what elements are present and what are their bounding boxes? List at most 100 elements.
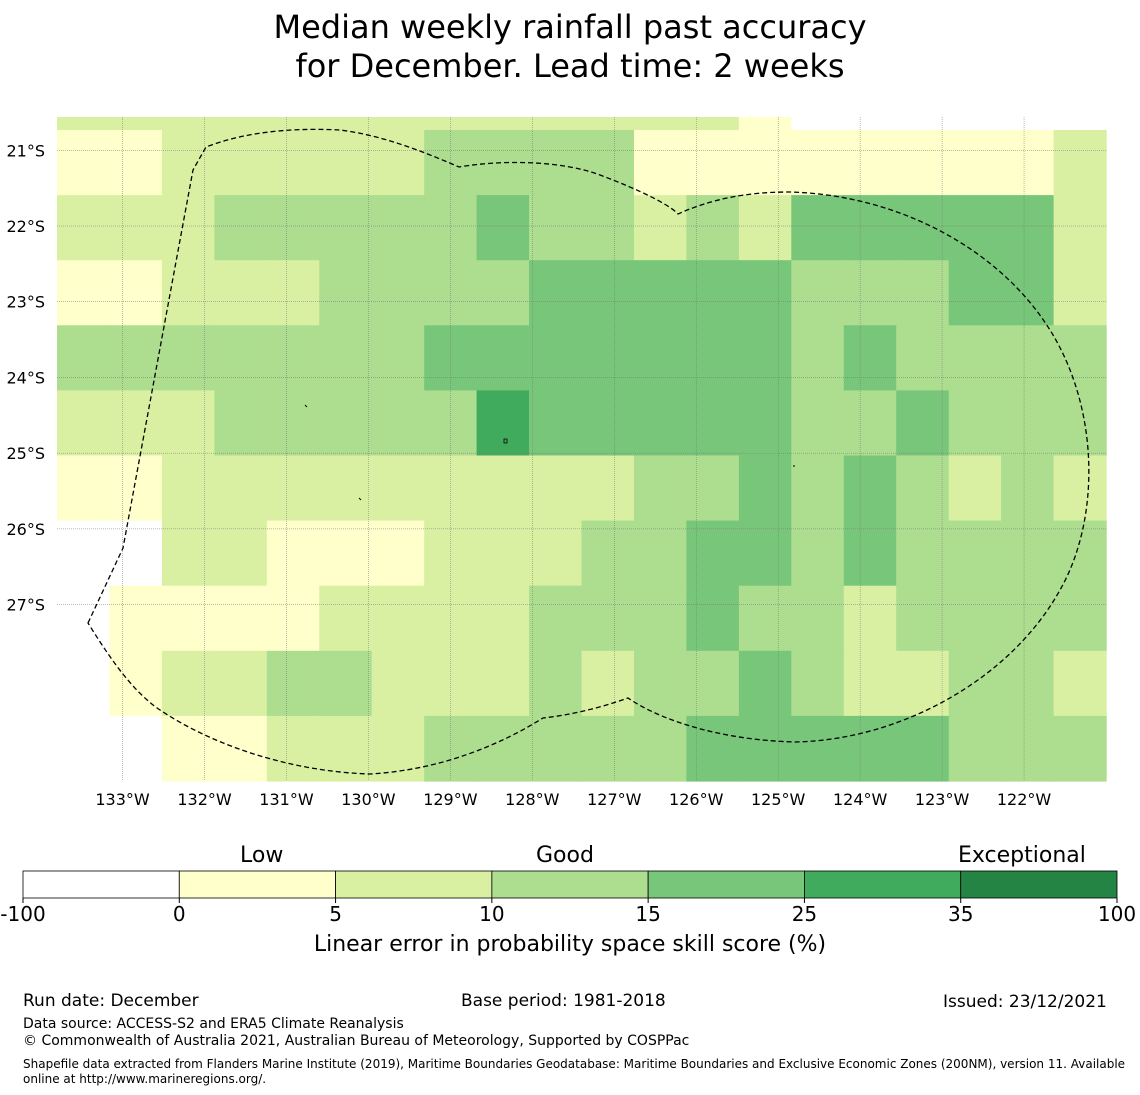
grid-cell [948,715,1002,782]
grid-cell [266,455,320,522]
grid-cell [738,650,792,717]
grid-cell [424,585,478,652]
grid-cell [948,585,1002,652]
grid-cell [686,195,740,261]
grid-cell [214,130,268,196]
grid-cell [424,390,478,457]
grid-cell [319,520,373,587]
grid-cell [371,195,425,261]
grid-cell [1053,195,1107,261]
latitude-label: 23°S [6,293,45,312]
grid-cell [896,260,950,326]
grid-cell [476,650,530,717]
longitude-label: 133°W [95,790,150,809]
grid-cell [109,455,163,522]
grid-cell [1001,325,1055,391]
grid-cell [1001,650,1055,717]
issued-date: Issued: 23/12/2021 [943,992,1107,1012]
grid-cell [371,260,425,326]
colorbar-segment [22,870,180,899]
colorbar-segment [335,870,493,899]
grid-cell [371,130,425,196]
grid-cell [476,195,530,261]
grid-cell [791,390,845,457]
grid-cell [371,455,425,522]
colorbar-axis-label: Linear error in probability space skill … [313,932,827,957]
longitude-label: 129°W [423,790,478,809]
grid-cell [1053,130,1107,196]
colorbar-segment [960,870,1118,899]
grid-cell [476,325,530,391]
grid-cell [424,520,478,587]
grid-cell [1053,585,1107,652]
grid-cell [896,325,950,391]
grid-cell [57,117,111,131]
grid-cell [843,325,897,391]
grid-cell [57,260,111,326]
grid-cell [1001,130,1055,196]
grid-cell [319,195,373,261]
grid-cell [371,520,425,587]
grid-cell [738,715,792,782]
grid-cell [738,390,792,457]
longitude-label: 124°W [833,790,888,809]
grid-cell [1053,260,1107,326]
grid-cell [57,585,111,652]
latitude-label: 24°S [6,368,45,387]
latitude-label: 22°S [6,217,45,236]
grid-cell [109,130,163,196]
grid-cell [109,117,163,131]
grid-cell [843,390,897,457]
grid-cell [319,130,373,196]
longitude-label: 127°W [587,790,642,809]
grid-cell [686,650,740,717]
grid-cell [1001,455,1055,522]
colorbar-tick-label: 25 [792,902,817,926]
island-marker [358,497,362,501]
grid-cell [1053,715,1107,782]
grid-cell [266,585,320,652]
grid-cell [634,117,688,131]
grid-cell [424,260,478,326]
map-title-line-2: for December. Lead time: 2 weeks [295,47,845,85]
grid-cell [57,130,111,196]
grid-cell [581,130,635,196]
grid-cell [424,650,478,717]
grid-cell [214,715,268,782]
colorbar-segment [647,870,805,899]
grid-cell [424,325,478,391]
grid-cell [109,325,163,391]
grid-cell [529,715,583,782]
grid-cell [476,260,530,326]
grid-cell [634,650,688,717]
grid-cell [791,455,845,522]
grid-cell [581,260,635,326]
longitude-label: 128°W [505,790,560,809]
grid-cell [791,117,845,131]
grid-cell [266,390,320,457]
grid-cell [161,390,215,457]
grid-cell [581,715,635,782]
grid-cell [843,117,897,131]
grid-cell [371,325,425,391]
shapefile-credit: Shapefile data extracted from Flanders M… [23,1057,1126,1086]
grid-cell [161,715,215,782]
grid-cell [529,260,583,326]
grid-cell [738,195,792,261]
grid-cell [948,130,1002,196]
grid-cell [581,117,635,131]
colorbar-tick-label: 0 [173,902,186,926]
grid-cell [161,130,215,196]
data-source: Data source: ACCESS-S2 and ERA5 Climate … [23,1016,404,1032]
island-marker [304,404,308,408]
run-date: Run date: December [23,991,199,1011]
grid-cell [57,650,111,717]
grid-cell [266,117,320,131]
grid-cell [371,650,425,717]
grid-cell [214,390,268,457]
grid-cell [1053,325,1107,391]
grid-cell [266,260,320,326]
grid-cell [791,260,845,326]
grid-cell [161,195,215,261]
longitude-labels: 133°W 132°W 131°W 130°W 129°W 128°W 127°W 126°W… [95,790,1051,809]
